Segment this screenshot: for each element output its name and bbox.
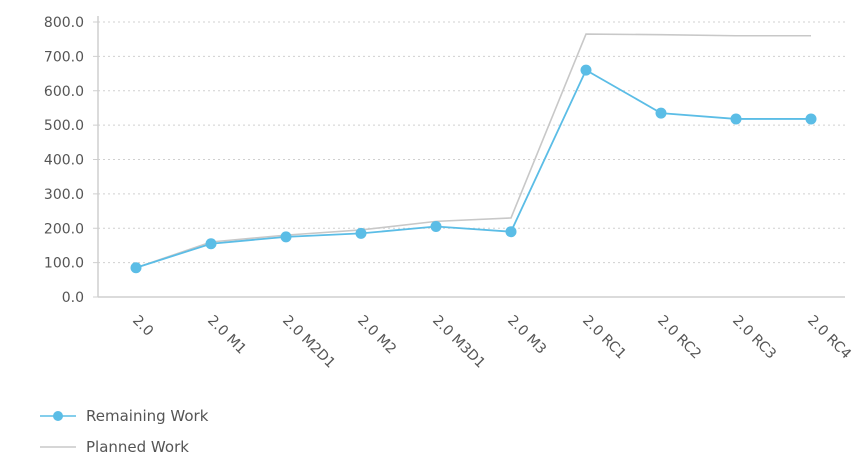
x-tick-label: 2.0 M3D1 xyxy=(429,313,488,372)
y-tick-label: 300.0 xyxy=(44,187,84,203)
data-point[interactable] xyxy=(505,226,517,238)
data-point[interactable] xyxy=(130,262,142,274)
legend-item-planned[interactable]: Planned Work xyxy=(38,431,208,462)
legend-label-planned: Planned Work xyxy=(86,437,189,456)
x-tick-label: 2.0 RC1 xyxy=(579,313,629,363)
data-point[interactable] xyxy=(205,238,217,250)
x-tick-label: 2.0 xyxy=(129,313,156,340)
y-tick-label: 400.0 xyxy=(44,153,84,169)
planned-line-icon xyxy=(38,439,78,455)
legend-item-remaining[interactable]: Remaining Work xyxy=(38,400,208,431)
y-tick-label: 600.0 xyxy=(44,84,84,100)
x-tick-label: 2.0 M1 xyxy=(204,313,249,358)
x-tick-label: 2.0 M2 xyxy=(354,313,399,358)
y-tick-label: 700.0 xyxy=(44,49,84,65)
line-chart: 0.0 100.0 200.0 300.0 400.0 500.0 600.0 700.0 80… xyxy=(44,15,854,372)
data-point[interactable] xyxy=(430,221,442,233)
y-axis: 0.0 100.0 200.0 300.0 400.0 500.0 600.0 700.0 80… xyxy=(44,15,99,306)
x-tick-label: 2.0 RC4 xyxy=(804,313,854,363)
data-point[interactable] xyxy=(280,231,292,243)
y-tick-label: 0.0 xyxy=(62,290,84,306)
data-point[interactable] xyxy=(355,227,367,239)
series-line-remaining-work xyxy=(135,68,811,269)
series-group xyxy=(130,33,817,274)
legend-label-remaining: Remaining Work xyxy=(86,406,209,425)
data-point[interactable] xyxy=(655,107,667,119)
data-point[interactable] xyxy=(805,113,817,125)
y-tick-label: 500.0 xyxy=(44,118,84,134)
series-line-planned-work xyxy=(135,33,811,269)
data-point[interactable] xyxy=(730,113,742,125)
grid-lines xyxy=(98,21,845,264)
y-tick-label: 800.0 xyxy=(44,15,84,31)
x-tick-label: 2.0 RC3 xyxy=(729,313,779,363)
x-tick-label: 2.0 M3 xyxy=(504,313,549,358)
remaining-line-marker-icon xyxy=(38,408,78,424)
x-tick-label: 2.0 RC2 xyxy=(654,313,704,363)
data-point[interactable] xyxy=(580,64,592,76)
x-tick-label: 2.0 M2D1 xyxy=(279,313,338,372)
y-tick-label: 100.0 xyxy=(44,256,84,272)
legend: Remaining Work Planned Work xyxy=(38,400,208,462)
x-axis: 2.0 2.0 M1 2.0 M2D1 2.0 M2 2.0 M3D1 2.0 M3 2.0… xyxy=(98,296,854,372)
y-tick-label: 200.0 xyxy=(44,221,84,237)
